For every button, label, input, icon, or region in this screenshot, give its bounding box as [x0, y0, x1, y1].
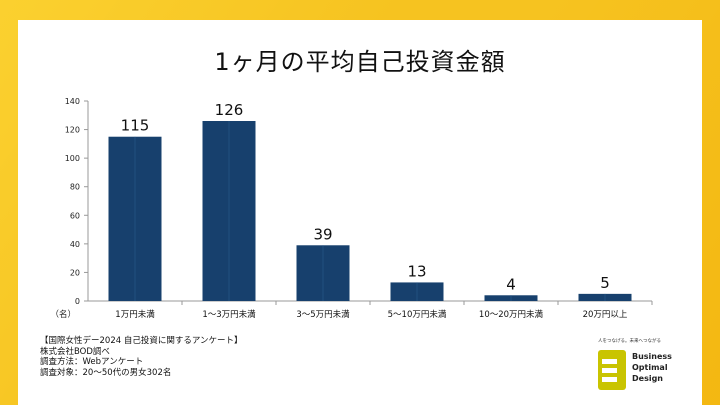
note-line: 株式会社BOD調べ: [40, 346, 110, 357]
x-tick-label: 20万円以上: [583, 310, 628, 320]
logo-mark-icon: [598, 350, 626, 390]
x-tick-label: 1～3万円未満: [202, 309, 256, 320]
y-tick-label: 80: [70, 183, 80, 192]
data-label: 5: [600, 274, 610, 292]
company-logo: 人をつなげる。未来へつながる Business Optimal Design: [594, 338, 692, 398]
y-tick-label: 140: [65, 97, 80, 106]
data-label: 39: [313, 225, 332, 243]
y-tick-label: 100: [65, 154, 80, 163]
data-label: 4: [506, 275, 516, 293]
y-tick-label: 20: [70, 268, 80, 277]
survey-notes: 【国際女性デー2024 自己投資に関するアンケート】 株式会社BOD調べ 調査方…: [40, 336, 243, 378]
note-line: 【国際女性デー2024 自己投資に関するアンケート】: [40, 336, 243, 346]
y-tick-label: 120: [65, 126, 80, 135]
y-tick-label: 40: [70, 240, 80, 249]
logo-word: Business: [632, 352, 672, 361]
data-label: 126: [215, 101, 244, 119]
bar-chart: 0 20 40 60 80 100 120 140 （名） 115 1万円未満 126 1～3万円未満…: [50, 97, 653, 320]
data-label: 13: [407, 262, 426, 280]
logo-tagline: 人をつなげる。未来へつながる: [598, 339, 661, 344]
y-tick-label: 60: [70, 211, 80, 220]
note-line: 調査対象：20～50代の男女302名: [40, 367, 172, 378]
logo-word: Optimal: [632, 363, 668, 372]
chart-bars: [108, 121, 632, 301]
slide-card: 1ヶ月の平均自己投資金額 0 20 40 60 80 100 120 140 （名） 115 1万…: [18, 20, 702, 405]
chart-axes: 0 20 40 60 80 100 120 140 （名）: [50, 97, 653, 320]
x-tick-label: 10～20万円未満: [479, 309, 544, 320]
x-tick-label: 3～5万円未満: [296, 309, 350, 320]
data-label: 115: [121, 117, 150, 135]
chart-labels: 115 1万円未満 126 1～3万円未満 39 3～5万円未満 13 5～10万円未満 4 10…: [115, 101, 628, 320]
logo-word: Design: [632, 374, 663, 383]
x-tick-label: 5～10万円未満: [388, 309, 447, 320]
unit-label: （名）: [50, 309, 76, 320]
logo-words: Business Optimal Design: [632, 351, 672, 384]
note-line: 調査方法：Webアンケート: [40, 357, 144, 368]
y-tick-label: 0: [75, 297, 80, 306]
x-tick-label: 1万円未満: [115, 309, 155, 320]
chart-title: 1ヶ月の平均自己投資金額: [214, 48, 506, 76]
